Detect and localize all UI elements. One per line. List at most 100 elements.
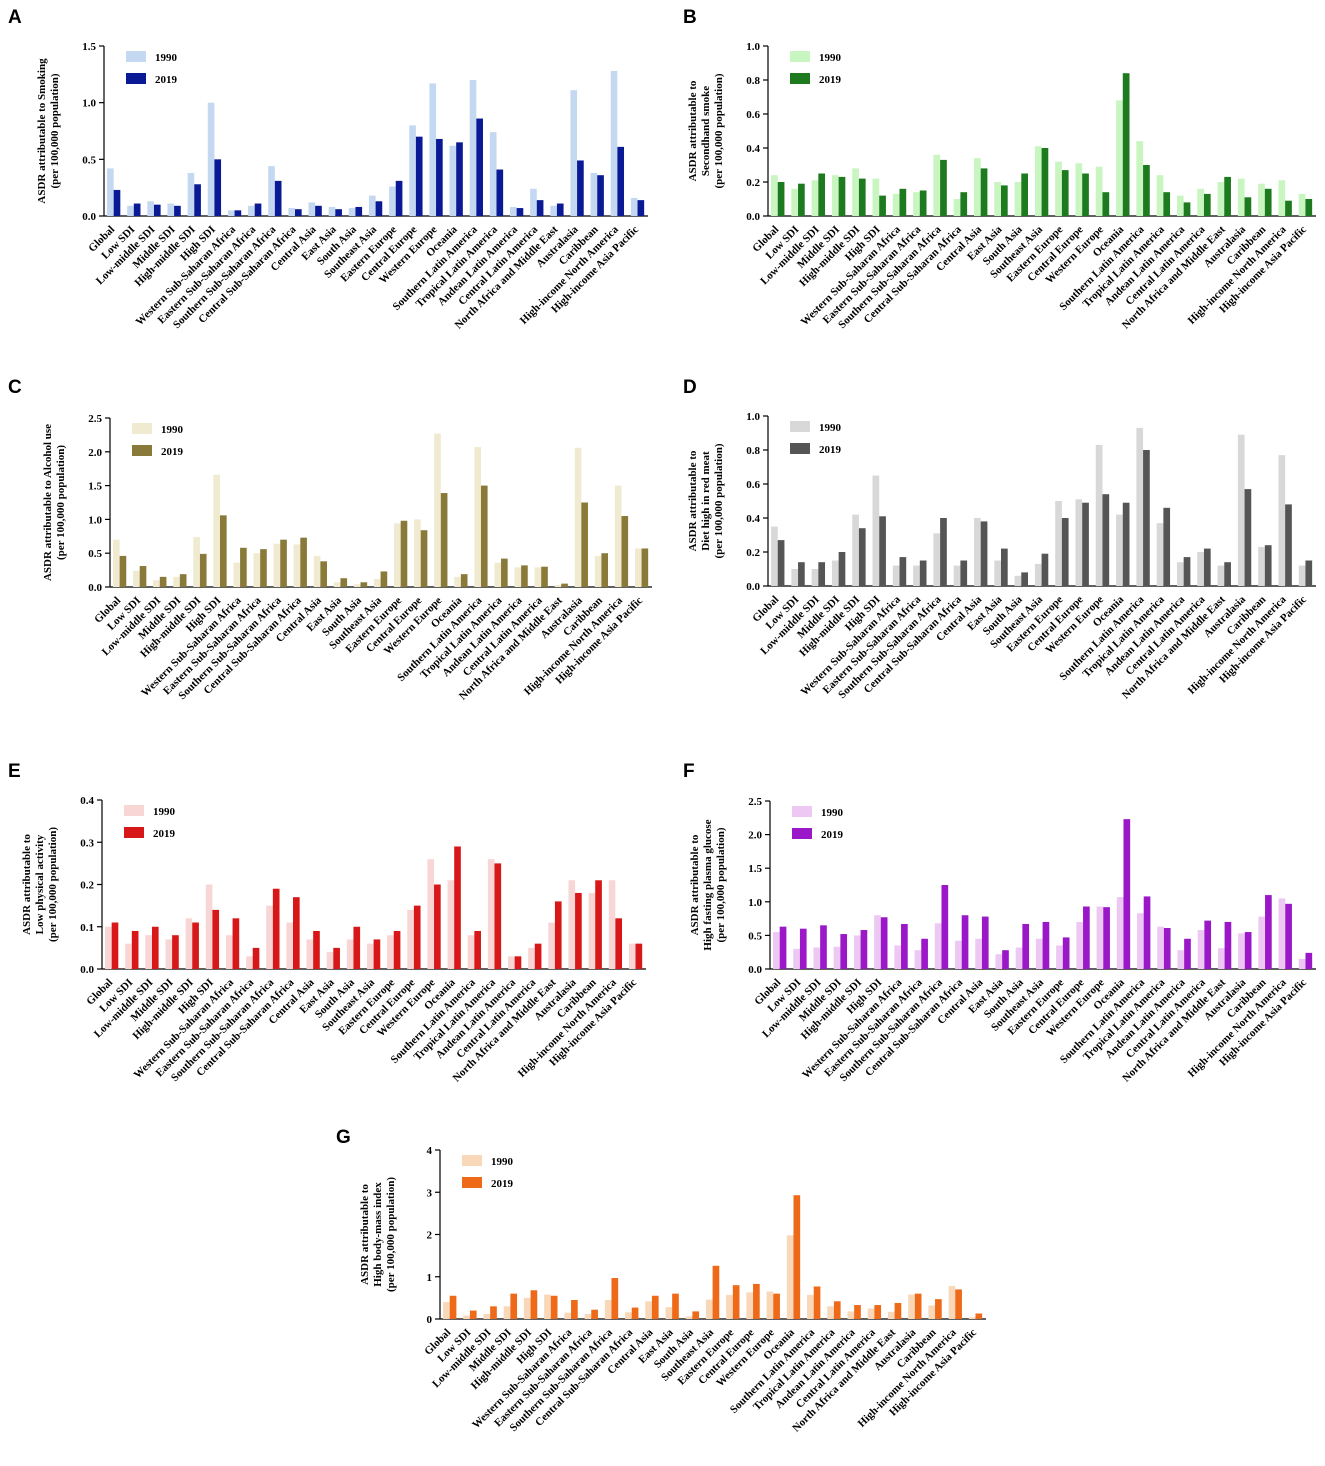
- panel-g-bar-2019-high-sdi: [550, 1295, 558, 1319]
- panel-g-bar-1990-high-income-north-america: [948, 1286, 956, 1319]
- panel-c-legend-label-2019: 2019: [161, 446, 184, 458]
- panel-c-bar-1990-western-sub-saharan-africa: [233, 562, 241, 587]
- panel-g-bar-2019-north-africa-and-middle-east: [894, 1302, 902, 1319]
- panel-f-bar-1990-southern-sub-saharan-africa: [934, 923, 942, 969]
- panel-b-bar-1990-tropical-latin-america: [1156, 175, 1164, 216]
- panel-f-y-axis-label: (per 100,000 population): [715, 827, 727, 942]
- panel-c-bar-1990-caribbean: [594, 555, 602, 587]
- panel-f-bar-2019-central-latin-america: [1204, 920, 1212, 969]
- panel-e-bar-2019-caribbean: [595, 880, 602, 969]
- panel-c-bar-1990-andean-latin-america: [514, 567, 522, 587]
- panel-b-bar-2019-southern-latin-america: [1143, 165, 1150, 216]
- panel-g-bar-1990-tropical-latin-america: [827, 1306, 834, 1319]
- panel-d-legend-swatch-1990: [790, 421, 810, 432]
- panel-d-bar-2019-oceania: [1122, 502, 1130, 586]
- panel-a-bar-2019-low-sdi: [133, 203, 141, 216]
- panel-d-bar-2019-middle-sdi: [838, 552, 846, 586]
- panel-f-letter: F: [683, 761, 695, 782]
- panel-a-bar-1990-high-income-asia-pacific: [630, 197, 638, 216]
- panel-a-bar-2019-central-latin-america: [536, 200, 544, 216]
- panel-d-chart: D 0.0 0.2 0.4 0.6 0.8 1.0 ASDR attributable to D…: [683, 377, 1316, 702]
- panel-b-y-tick-label: 0.0: [746, 211, 760, 223]
- panel-f-bar-2019-global: [779, 926, 787, 969]
- panel-f-bar-1990-southeast-asia: [1035, 938, 1043, 969]
- panel-e-bar-2019-oceania: [454, 846, 461, 969]
- panel-c-bar-1990-central-europe: [414, 519, 421, 587]
- panel-e-bar-2019-north-africa-and-middle-east: [554, 901, 562, 969]
- panel-e-bar-1990-south-asia: [346, 939, 354, 969]
- panel-f-bar-2019-eastern-europe: [1062, 937, 1070, 969]
- panel-b-bar-1990-high-income-asia-pacific: [1298, 193, 1306, 216]
- panel-d-bar-1990-eastern-sub-saharan-africa: [913, 565, 920, 586]
- panel-c-legend-swatch-1990: [132, 423, 152, 434]
- panel-d-bar-1990-southeast-asia: [1034, 563, 1042, 586]
- panel-e-bar-2019-central-sub-saharan-africa: [293, 897, 300, 969]
- panel-d-bar-1990-oceania: [1116, 514, 1123, 586]
- panel-b-y-axis-label: (per 100,000 population): [713, 73, 725, 188]
- panel-d-bar-2019-central-europe: [1082, 502, 1089, 586]
- panel-e-bar-1990-central-europe: [407, 909, 414, 969]
- panel-c-bar-2019-western-sub-saharan-africa: [240, 547, 247, 587]
- panel-c-bar-2019-southern-latin-america: [480, 485, 488, 587]
- panel-g-legend-swatch-1990: [462, 1155, 482, 1166]
- panel-c-y-axis-label: (per 100,000 population): [55, 445, 67, 560]
- panel-f-bar-1990-andean-latin-america: [1177, 950, 1185, 969]
- panel-d-bar-2019-east-asia: [1001, 548, 1008, 586]
- panel-a-bar-2019-high-income-north-america: [617, 146, 625, 216]
- panel-c-bar-2019-tropical-latin-america: [501, 558, 508, 587]
- panel-c-bar-1990-south-asia: [353, 584, 361, 587]
- panel-g-y-axis-label: (per 100,000 population): [385, 1177, 397, 1292]
- panel-c-bar-2019-andean-latin-america: [521, 565, 528, 587]
- panel-f-bar-1990-western-sub-saharan-africa: [894, 945, 902, 969]
- panel-c-y-tick-label: 2.5: [88, 413, 102, 425]
- panel-g-bar-1990-southeast-asia: [705, 1299, 713, 1319]
- panel-b-bar-2019-high-income-north-america: [1285, 200, 1292, 216]
- panel-g-bar-1990-high-income-asia-pacific: [968, 1317, 976, 1319]
- panel-a-bar-1990-middle-sdi: [167, 203, 175, 216]
- panel-b-bar-1990-south-asia: [1014, 182, 1022, 216]
- panel-a-bar-1990-oceania: [449, 145, 457, 216]
- panel-b-bar-1990-low-middle-sdi: [811, 180, 819, 216]
- panel-d-bar-1990-central-latin-america: [1197, 552, 1204, 586]
- panel-f-bar-1990-south-asia: [1015, 947, 1023, 969]
- panel-e-bar-1990-southern-latin-america: [467, 935, 475, 969]
- panel-d-bar-2019-low-middle-sdi: [818, 562, 826, 586]
- panel-g-legend-swatch-2019: [462, 1177, 482, 1188]
- panel-g-bar-2019-oceania: [793, 1195, 801, 1319]
- panel-f-y-tick-label: 2.5: [748, 796, 762, 808]
- panel-f-legend-label-2019: 2019: [821, 829, 844, 841]
- panel-a-y-axis-label: ASDR attributable to Smoking: [36, 58, 48, 204]
- panel-g-y-tick-label: 3: [427, 1187, 433, 1199]
- panel-g-bar-2019-central-latin-america: [874, 1305, 882, 1319]
- panel-c-bar-1990-high-income-asia-pacific: [634, 548, 642, 587]
- panel-e-y-tick-label: 0.4: [80, 795, 94, 807]
- panel-e-bar-2019-southern-latin-america: [474, 930, 481, 969]
- panel-c-bar-2019-eastern-sub-saharan-africa: [260, 549, 267, 587]
- panel-b-legend-label-2019: 2019: [819, 74, 842, 86]
- panel-a-bar-2019-eastern-sub-saharan-africa: [254, 203, 262, 216]
- panel-b-bar-2019-western-europe: [1102, 192, 1110, 216]
- panel-d-bar-2019-high-middle-sdi: [858, 528, 866, 586]
- panel-d-letter: D: [683, 377, 697, 398]
- panel-a-bar-1990-high-middle-sdi: [187, 172, 195, 216]
- panel-e-bar-1990-central-asia: [306, 939, 314, 969]
- panel-c-bar-1990-high-middle-sdi: [193, 536, 200, 587]
- panel-g-y-tick-label: 0: [427, 1314, 433, 1326]
- panel-a-chart: A 0.0 0.5 1.0 1.5 ASDR attributable to Smokin…: [8, 7, 648, 332]
- panel-g-bar-2019-caribbean: [935, 1299, 942, 1319]
- panel-a-y-tick-label: 0.5: [82, 154, 96, 166]
- panel-b-bar-2019-south-asia: [1021, 173, 1028, 216]
- panel-c-bar-2019-oceania: [460, 574, 468, 587]
- panel-d-bar-2019-southern-sub-saharan-africa: [940, 518, 947, 586]
- panel-g-bar-2019-eastern-sub-saharan-africa: [591, 1309, 598, 1319]
- panel-d-bar-2019-caribbean: [1264, 545, 1272, 586]
- panel-a-bar-2019-middle-sdi: [174, 205, 181, 216]
- panel-a-bar-2019-central-asia: [315, 205, 322, 216]
- panel-a-legend-label-1990: 1990: [155, 52, 178, 64]
- panel-c-bar-1990-low-sdi: [133, 570, 140, 587]
- panel-a-bar-1990-southern-sub-saharan-africa: [268, 166, 275, 216]
- panel-e-legend-swatch-2019: [124, 827, 144, 838]
- panel-d-bar-2019-western-sub-saharan-africa: [899, 557, 907, 586]
- panel-g-bar-2019-high-income-asia-pacific: [975, 1313, 983, 1319]
- panel-c-bar-1990-east-asia: [333, 582, 341, 587]
